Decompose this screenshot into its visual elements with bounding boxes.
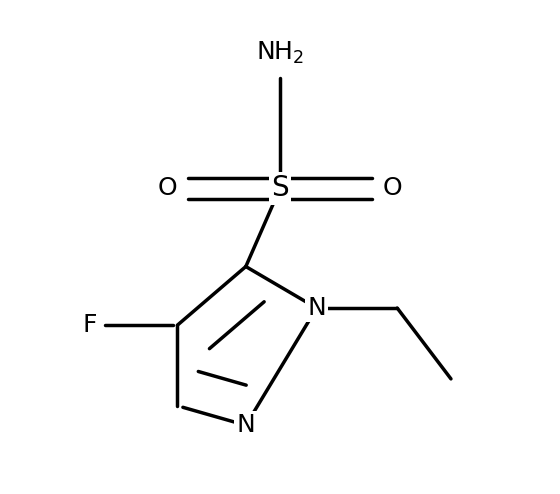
Text: N: N [307,296,326,320]
Text: O: O [158,176,178,201]
Text: S: S [271,174,289,203]
Text: NH$_2$: NH$_2$ [256,40,304,66]
Text: N: N [236,413,255,437]
Text: O: O [382,176,402,201]
Text: F: F [82,313,97,337]
